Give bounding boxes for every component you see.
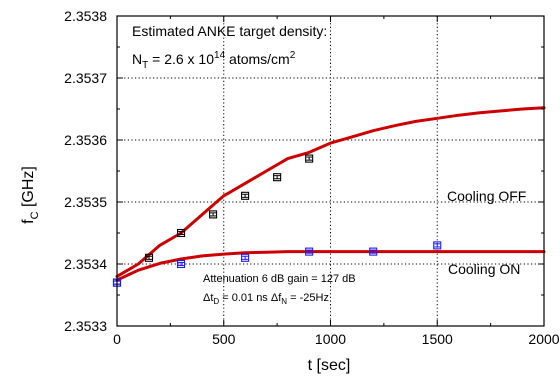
x-tick-label: 2000	[528, 331, 559, 347]
data-points	[112, 154, 442, 287]
point-cooling-on	[433, 241, 442, 250]
point-cooling-on	[241, 253, 250, 262]
y-tick-label: 2.3533	[64, 318, 107, 334]
point-cooling-off	[177, 228, 186, 238]
y-tick-label: 2.3538	[64, 8, 107, 24]
point-cooling-off	[305, 154, 314, 163]
y-axis-label: fC [GHz]	[20, 166, 41, 224]
axis-ticks: 0 500 1000 1500 2000 2.3533 2.3534 2.3535 2.3536…	[64, 8, 560, 347]
density-title: Estimated ANKE target density:	[132, 23, 327, 39]
point-cooling-on	[177, 259, 186, 269]
density-value: NT = 2.6 x 1014 atoms/cm2	[132, 50, 296, 71]
timing-note: ΔtD = 0.01 ns ΔfN = -25Hz	[203, 292, 329, 306]
point-cooling-off	[144, 253, 154, 262]
y-tick-label: 2.3535	[64, 194, 107, 210]
y-tick-label: 2.3537	[64, 70, 107, 86]
cooling-on-label: Cooling ON	[448, 261, 520, 277]
x-tick-label: 500	[212, 331, 236, 347]
cooling-off-label: Cooling OFF	[447, 188, 526, 204]
x-axis-label: t [sec]	[308, 357, 351, 374]
y-tick-label: 2.3534	[64, 256, 107, 272]
fit-cooling-on	[115, 250, 546, 282]
attenuation-note: Attenuation 6 dB gain = 127 dB	[203, 273, 356, 285]
point-cooling-on	[305, 247, 314, 256]
x-tick-label: 0	[113, 331, 121, 347]
fit-cooling-off	[115, 106, 546, 278]
x-tick-label: 1000	[315, 331, 346, 347]
y-tick-label: 2.3536	[64, 132, 107, 148]
point-cooling-on	[369, 247, 378, 256]
point-cooling-off	[273, 173, 282, 182]
x-tick-label: 1500	[422, 331, 453, 347]
point-cooling-off	[241, 191, 250, 200]
grid-lines	[117, 16, 544, 326]
point-cooling-off	[209, 210, 218, 219]
fit-curves	[115, 106, 546, 282]
